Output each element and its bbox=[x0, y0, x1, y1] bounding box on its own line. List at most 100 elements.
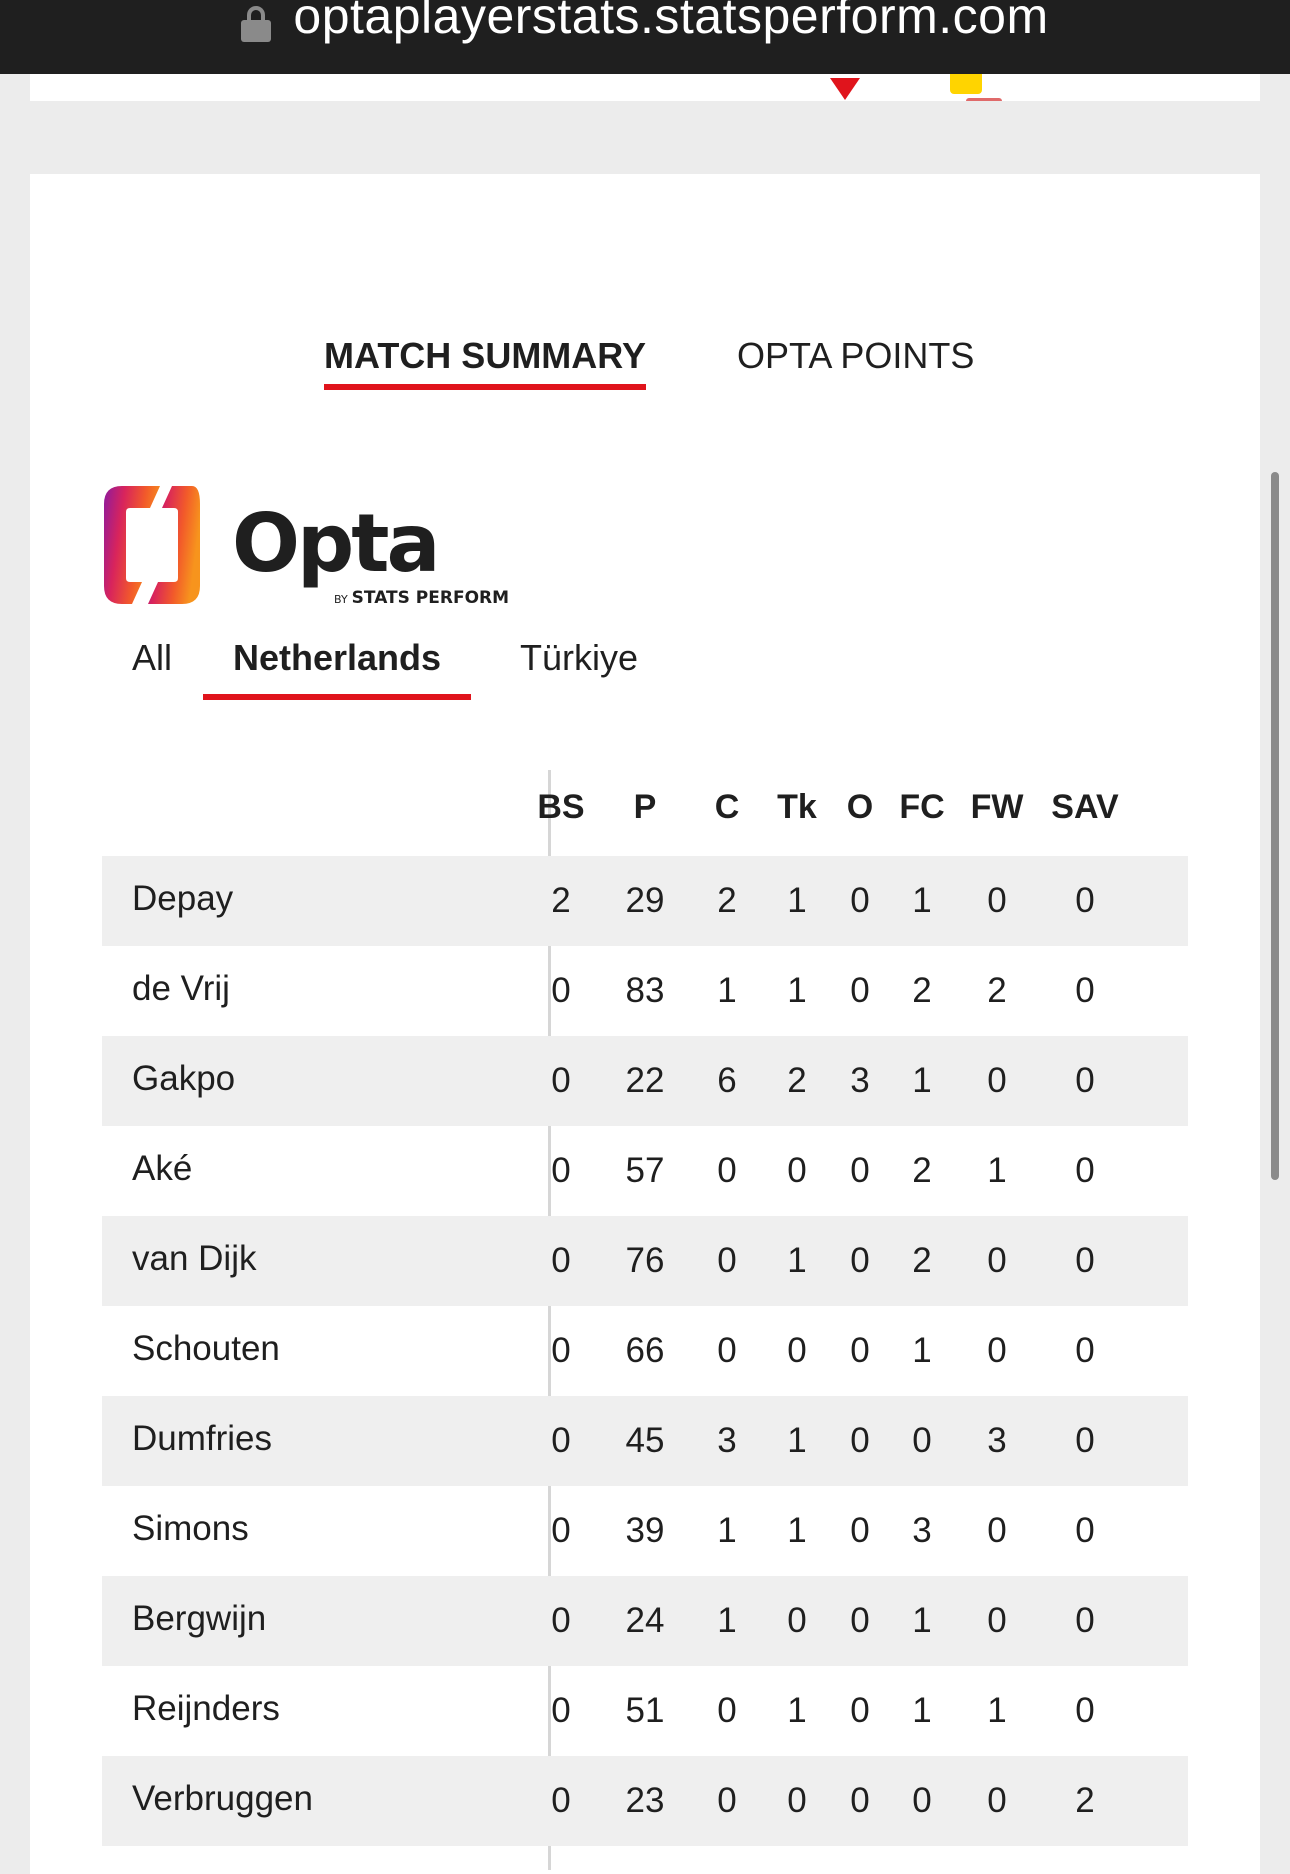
stat-cell: 1 bbox=[912, 1691, 932, 1730]
stat-cell: 1 bbox=[717, 1601, 737, 1640]
stat-cell: 0 bbox=[1075, 1331, 1095, 1370]
column-divider bbox=[548, 770, 551, 1870]
column-header[interactable]: FW bbox=[970, 788, 1024, 826]
stat-cell: 0 bbox=[551, 1601, 571, 1640]
stat-cell: 1 bbox=[717, 971, 737, 1010]
column-header[interactable]: FC bbox=[899, 788, 945, 826]
stat-cell: 57 bbox=[625, 1151, 665, 1190]
stat-cell: 0 bbox=[1075, 1061, 1095, 1100]
page-scrollbar[interactable] bbox=[1271, 472, 1279, 1180]
stat-cell: 0 bbox=[912, 1421, 932, 1460]
player-name: Simons bbox=[132, 1509, 249, 1548]
tab-turkiye-label: Türkiye bbox=[520, 637, 639, 678]
table-body: Depay 2 29 2 1 0 1 0 0 de Vrij 0 83 1 1 0 2 2 0 Gakpo 0 22 6 2… bbox=[102, 856, 1188, 1846]
stat-cell: 3 bbox=[987, 1421, 1007, 1460]
stat-cell: 0 bbox=[850, 971, 870, 1010]
table-header-row: BS P C Tk O FC FW SAV bbox=[102, 770, 1188, 856]
tab-turkiye[interactable]: Türkiye bbox=[520, 636, 638, 680]
stat-cell: 2 bbox=[1075, 1781, 1095, 1820]
stat-cell: 0 bbox=[1075, 1601, 1095, 1640]
match-events-card bbox=[30, 74, 1260, 101]
stat-cell: 2 bbox=[987, 971, 1007, 1010]
stat-cell: 1 bbox=[787, 881, 807, 920]
column-header[interactable]: P bbox=[633, 788, 657, 826]
player-name: van Dijk bbox=[132, 1239, 257, 1278]
table-row: Aké 0 57 0 0 0 2 1 0 bbox=[102, 1126, 1188, 1216]
stat-cell: 0 bbox=[850, 1781, 870, 1820]
player-stats-table: BS P C Tk O FC FW SAV Depay 2 29 2 1 0 1 0 0 de Vrij 0 83 1… bbox=[102, 770, 1188, 1870]
stat-cell: 0 bbox=[717, 1331, 737, 1370]
stat-cell: 51 bbox=[625, 1691, 665, 1730]
match-summary-card: MATCH SUMMARY OPTA POINTS Opta BY STATS P… bbox=[30, 174, 1260, 1874]
player-name: Bergwijn bbox=[132, 1599, 267, 1638]
stat-cell: 2 bbox=[551, 881, 571, 920]
stat-cell: 0 bbox=[987, 1601, 1007, 1640]
stat-cell: 66 bbox=[625, 1331, 665, 1370]
stat-cell: 0 bbox=[787, 1781, 807, 1820]
stat-cell: 0 bbox=[787, 1331, 807, 1370]
lock-icon bbox=[241, 6, 272, 42]
player-name: Dumfries bbox=[132, 1419, 273, 1458]
stat-cell: 0 bbox=[551, 1511, 571, 1550]
tab-opta-points[interactable]: OPTA POINTS bbox=[737, 334, 974, 378]
stat-cell: 0 bbox=[987, 1331, 1007, 1370]
tab-opta-points-label: OPTA POINTS bbox=[737, 335, 975, 376]
stat-cell: 1 bbox=[912, 1331, 932, 1370]
stat-cell: 0 bbox=[1075, 1691, 1095, 1730]
stat-cell: 45 bbox=[625, 1421, 665, 1460]
stat-cell: 0 bbox=[717, 1151, 737, 1190]
stat-cell: 0 bbox=[1075, 881, 1095, 920]
url-text[interactable]: optaplayerstats.statsperform.com bbox=[293, 0, 1049, 44]
tab-netherlands-label: Netherlands bbox=[233, 637, 442, 678]
table-row: Simons 0 39 1 1 0 3 0 0 bbox=[102, 1486, 1188, 1576]
stat-cell: 0 bbox=[551, 1781, 571, 1820]
stat-cell: 0 bbox=[717, 1691, 737, 1730]
stat-cell: 1 bbox=[787, 1421, 807, 1460]
stat-cell: 1 bbox=[787, 1691, 807, 1730]
stat-cell: 0 bbox=[551, 1691, 571, 1730]
browser-url-bar[interactable]: optaplayerstats.statsperform.com bbox=[0, 0, 1290, 74]
stat-cell: 0 bbox=[850, 1511, 870, 1550]
player-name: Depay bbox=[132, 879, 234, 918]
tab-match-summary[interactable]: MATCH SUMMARY bbox=[324, 334, 646, 390]
stat-cell: 0 bbox=[850, 1241, 870, 1280]
stat-cell: 23 bbox=[625, 1781, 665, 1820]
stat-cell: 1 bbox=[787, 1511, 807, 1550]
stat-cell: 0 bbox=[987, 1241, 1007, 1280]
yellow-card-icon bbox=[950, 74, 982, 94]
stat-cell: 3 bbox=[717, 1421, 737, 1460]
stat-cell: 0 bbox=[1075, 1151, 1095, 1190]
column-header[interactable]: SAV bbox=[1051, 788, 1119, 826]
column-header[interactable]: BS bbox=[537, 788, 585, 826]
tab-match-summary-label: MATCH SUMMARY bbox=[324, 335, 646, 376]
tab-all-label: All bbox=[132, 637, 173, 678]
stat-cell: 0 bbox=[987, 1061, 1007, 1100]
stat-cell: 83 bbox=[625, 971, 665, 1010]
stat-cell: 1 bbox=[987, 1691, 1007, 1730]
stat-cell: 0 bbox=[1075, 1241, 1095, 1280]
table-row: de Vrij 0 83 1 1 0 2 2 0 bbox=[102, 946, 1188, 1036]
table-row: van Dijk 0 76 0 1 0 2 0 0 bbox=[102, 1216, 1188, 1306]
active-tab-underline bbox=[324, 384, 646, 390]
stat-cell: 22 bbox=[625, 1061, 665, 1100]
stat-cell: 1 bbox=[787, 971, 807, 1010]
column-header[interactable]: C bbox=[714, 788, 740, 826]
column-header[interactable]: O bbox=[846, 788, 874, 826]
stat-cell: 24 bbox=[625, 1601, 665, 1640]
stat-cell: 0 bbox=[551, 1061, 571, 1100]
table-row: Bergwijn 0 24 1 0 0 1 0 0 bbox=[102, 1576, 1188, 1666]
tab-all[interactable]: All bbox=[132, 636, 172, 680]
table-row: Reijnders 0 51 0 1 0 1 1 0 bbox=[102, 1666, 1188, 1756]
column-header[interactable]: Tk bbox=[777, 788, 817, 826]
opta-logo-mark-icon bbox=[104, 486, 200, 604]
stat-cell: 2 bbox=[787, 1061, 807, 1100]
stat-cell: 1 bbox=[912, 1061, 932, 1100]
stat-cell: 2 bbox=[912, 971, 932, 1010]
table-row: Depay 2 29 2 1 0 1 0 0 bbox=[102, 856, 1188, 946]
player-name: Schouten bbox=[132, 1329, 280, 1368]
stat-cell: 0 bbox=[850, 1151, 870, 1190]
table-row: Dumfries 0 45 3 1 0 0 3 0 bbox=[102, 1396, 1188, 1486]
stat-cell: 0 bbox=[551, 1331, 571, 1370]
tab-netherlands[interactable]: Netherlands bbox=[203, 636, 472, 700]
stat-cell: 0 bbox=[551, 1421, 571, 1460]
